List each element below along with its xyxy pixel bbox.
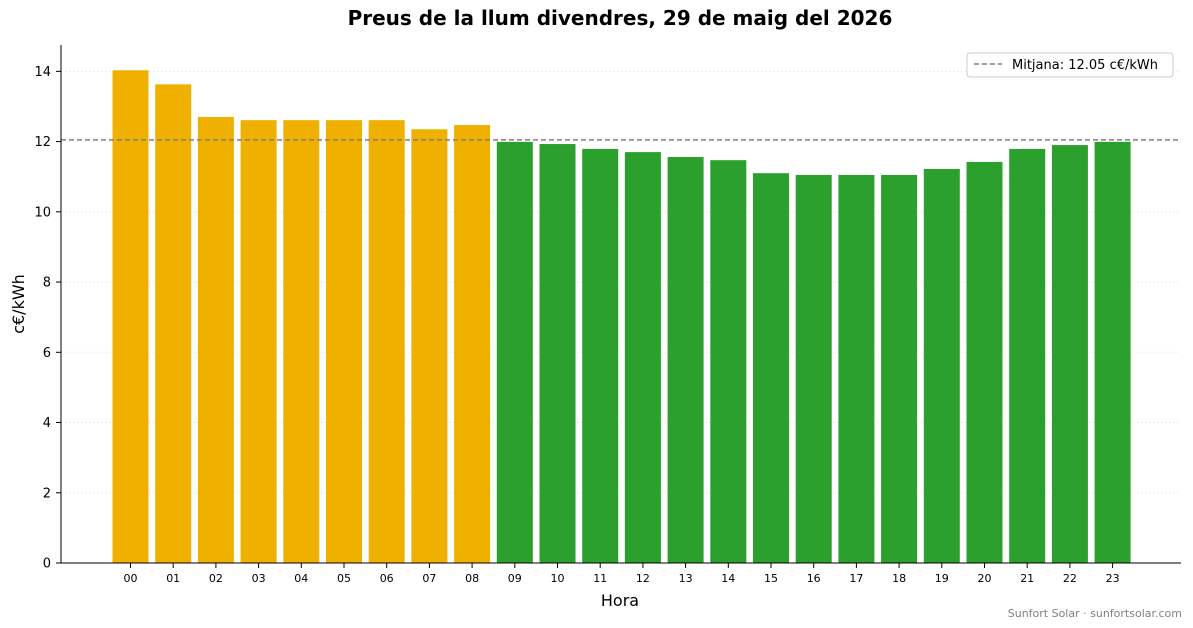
bar-hour-17 xyxy=(838,174,875,564)
bar-hour-13 xyxy=(667,157,704,563)
y-tick-label: 6 xyxy=(43,346,51,361)
x-tick-label: 12 xyxy=(636,572,650,585)
bar-hour-14 xyxy=(710,160,747,563)
bar-hour-18 xyxy=(881,174,918,564)
x-tick-label: 16 xyxy=(807,572,821,585)
bar-hour-01 xyxy=(155,84,192,563)
bar-hour-07 xyxy=(411,129,448,564)
bar-hour-19 xyxy=(923,168,960,563)
bar-hour-05 xyxy=(326,120,362,563)
y-tick-label: 0 xyxy=(43,557,51,572)
x-tick-label: 07 xyxy=(422,572,436,585)
bar-hour-20 xyxy=(966,161,1003,564)
x-tick-label: 13 xyxy=(679,572,693,585)
credit-text: Sunfort Solar · sunfortsolar.com xyxy=(1008,607,1182,620)
bar-hour-22 xyxy=(1051,145,1088,563)
y-tick-label: 10 xyxy=(34,205,51,220)
bar-hour-10 xyxy=(539,144,576,563)
bar-hour-12 xyxy=(624,152,661,563)
y-tick-label: 14 xyxy=(34,65,51,80)
bar-hour-00 xyxy=(112,70,149,563)
x-tick-label: 09 xyxy=(508,572,522,585)
x-tick-label: 00 xyxy=(124,572,138,585)
y-axis-ticks: 0 2 4 6 8 10 12 14 xyxy=(34,65,61,572)
bars xyxy=(112,70,1131,564)
x-tick-label: 03 xyxy=(252,572,266,585)
x-tick-label: 22 xyxy=(1063,572,1077,585)
legend: Mitjana: 12.05 c€/kWh xyxy=(966,52,1174,78)
y-tick-label: 2 xyxy=(43,486,51,501)
bar-hour-03 xyxy=(240,120,277,563)
bar-hour-06 xyxy=(368,120,405,563)
x-axis-ticks: 00 01 02 03 04 05 06 07 08 09 10 11 12 13 14 15 16 17 18 19… xyxy=(124,563,1120,585)
legend-label-average: Mitjana: 12.05 c€/kWh xyxy=(1012,58,1158,73)
y-tick-label: 8 xyxy=(43,276,51,291)
y-tick-label: 4 xyxy=(43,416,51,431)
grid-lines xyxy=(61,70,1181,494)
x-tick-label: 04 xyxy=(294,572,308,585)
x-tick-label: 20 xyxy=(978,572,992,585)
x-tick-label: 08 xyxy=(465,572,479,585)
x-axis-label: Hora xyxy=(601,591,639,610)
bar-hour-23 xyxy=(1094,141,1131,563)
x-tick-label: 17 xyxy=(849,572,863,585)
bar-hour-16 xyxy=(795,174,832,564)
x-tick-label: 11 xyxy=(593,572,607,585)
x-tick-label: 14 xyxy=(721,572,735,585)
x-tick-label: 23 xyxy=(1106,572,1120,585)
x-tick-label: 01 xyxy=(166,572,180,585)
x-tick-label: 05 xyxy=(337,572,351,585)
bar-hour-15 xyxy=(753,173,789,563)
y-axis-label: c€/kWh xyxy=(9,274,28,334)
x-tick-label: 19 xyxy=(935,572,949,585)
bar-hour-21 xyxy=(1009,148,1046,564)
chart-title: Preus de la llum divendres, 29 de maig d… xyxy=(348,6,893,30)
x-tick-label: 02 xyxy=(209,572,223,585)
bar-hour-08 xyxy=(454,125,491,564)
x-tick-label: 21 xyxy=(1020,572,1034,585)
bar-hour-04 xyxy=(283,120,320,563)
bar-hour-02 xyxy=(197,116,234,563)
y-tick-label: 12 xyxy=(34,135,51,150)
bar-hour-11 xyxy=(582,148,619,564)
bar-hour-09 xyxy=(496,141,533,563)
x-tick-label: 18 xyxy=(892,572,906,585)
x-tick-label: 10 xyxy=(551,572,565,585)
x-tick-label: 15 xyxy=(764,572,778,585)
x-tick-label: 06 xyxy=(380,572,394,585)
legend-box xyxy=(966,52,1174,78)
